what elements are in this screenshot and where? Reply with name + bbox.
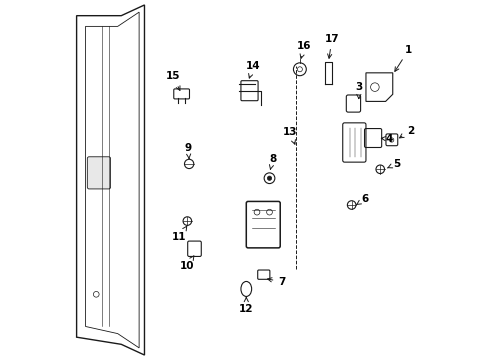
Text: 10: 10	[179, 256, 194, 271]
Circle shape	[267, 176, 271, 180]
Text: 15: 15	[165, 71, 180, 90]
Text: 13: 13	[283, 127, 297, 144]
Text: 7: 7	[267, 277, 285, 287]
FancyBboxPatch shape	[87, 157, 110, 189]
Text: 9: 9	[184, 143, 191, 158]
Text: 3: 3	[354, 82, 362, 99]
Text: 17: 17	[324, 34, 339, 58]
Text: 16: 16	[297, 41, 311, 58]
Text: 2: 2	[399, 126, 413, 138]
Text: 8: 8	[269, 154, 276, 169]
Text: 11: 11	[172, 226, 186, 242]
Text: 6: 6	[356, 194, 368, 205]
Text: 1: 1	[394, 45, 411, 71]
Text: 12: 12	[239, 297, 253, 314]
Text: 4: 4	[381, 134, 392, 144]
Text: 5: 5	[386, 159, 399, 169]
Text: 14: 14	[245, 61, 260, 78]
